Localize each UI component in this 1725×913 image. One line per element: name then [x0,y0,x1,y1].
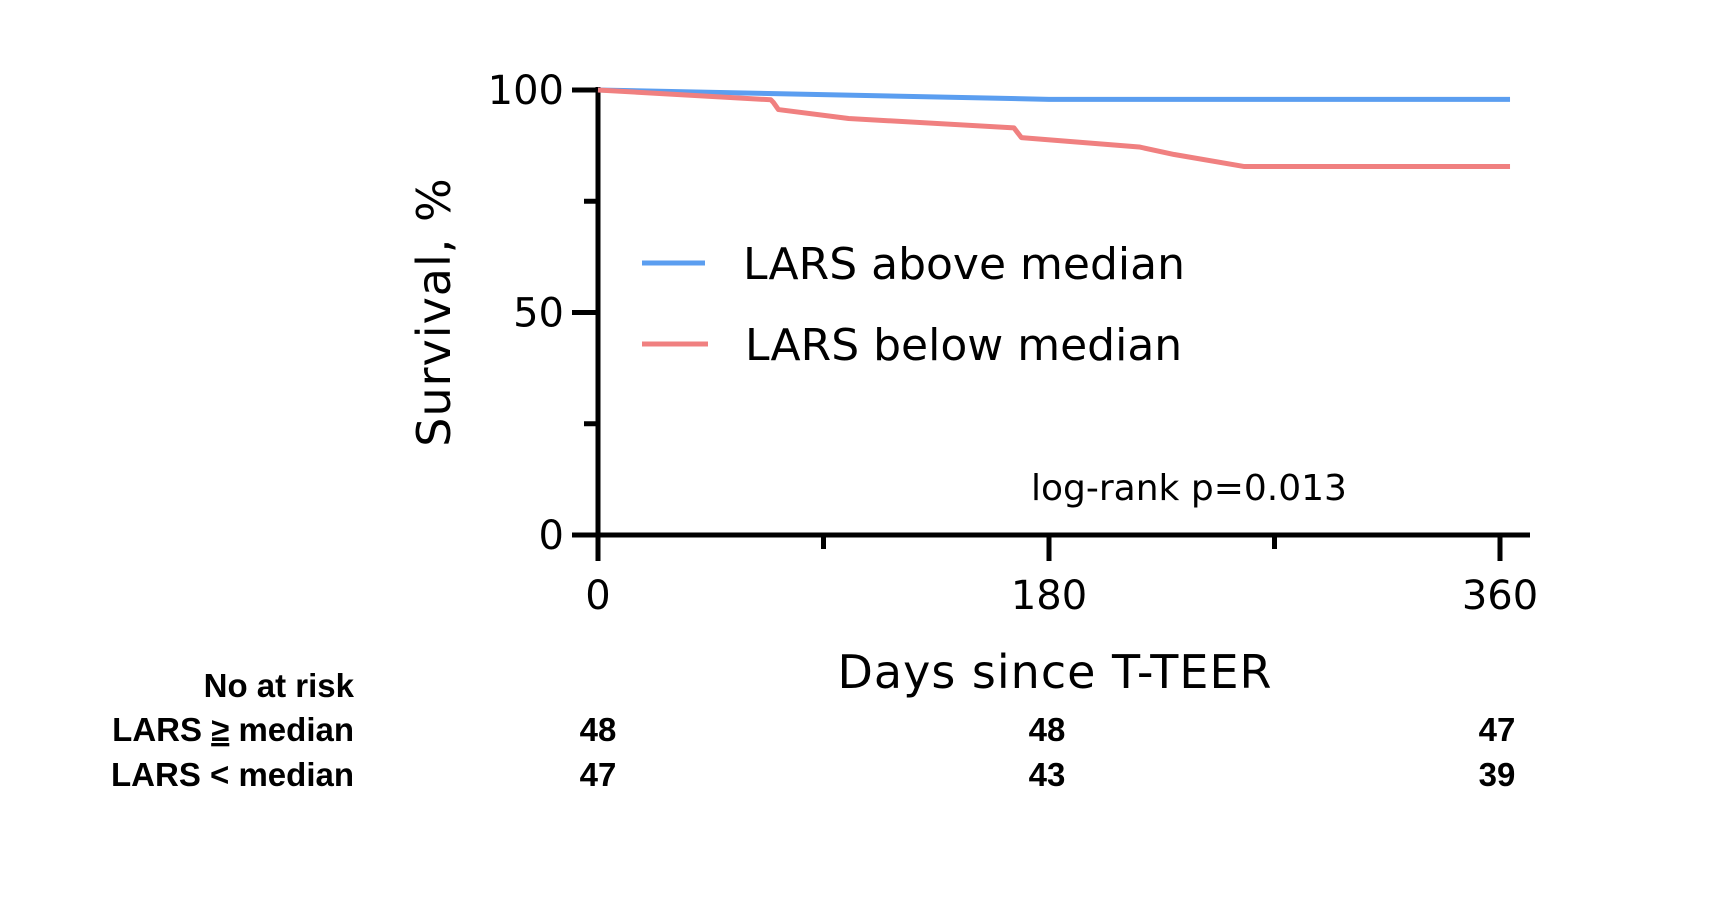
y-tick-label-100: 100 [488,68,564,114]
curve-lars-above-median [597,87,1511,102]
risk-value-above-360: 47 [1479,711,1516,748]
x-axis-title: Days since T-TEER [838,645,1273,699]
x-tick-label-0: 0 [585,573,610,619]
risk-row-label-above: LARS ≥ median [112,711,354,748]
axes [595,87,1530,538]
legend: LARS above median LARS below median [642,239,1185,371]
curve-lars-below-median [597,87,1511,170]
x-tick-label-180: 180 [1011,573,1087,619]
y-axis-title: Survival, % [407,177,461,446]
y-tick-label-50: 50 [513,291,564,337]
risk-value-below-180: 43 [1029,756,1066,793]
legend-label-above: LARS above median [743,239,1185,290]
y-tick-label-0: 0 [539,513,564,559]
risk-value-below-0: 47 [580,756,617,793]
risk-value-above-180: 48 [1029,711,1066,748]
risk-value-above-0: 48 [580,711,617,748]
risk-table-header: No at risk [204,667,355,704]
risk-table: No at risk LARS ≥ median LARS < median 4… [111,667,1515,793]
log-rank-annotation: log-rank p=0.013 [1031,468,1347,509]
risk-value-below-360: 39 [1479,756,1516,793]
x-tick-label-360: 360 [1462,573,1538,619]
ticks-layer: 0 50 100 0 180 360 [488,68,1539,619]
curves-layer [597,87,1511,170]
risk-row-label-below: LARS < median [111,756,354,793]
legend-label-below: LARS below median [745,320,1182,371]
